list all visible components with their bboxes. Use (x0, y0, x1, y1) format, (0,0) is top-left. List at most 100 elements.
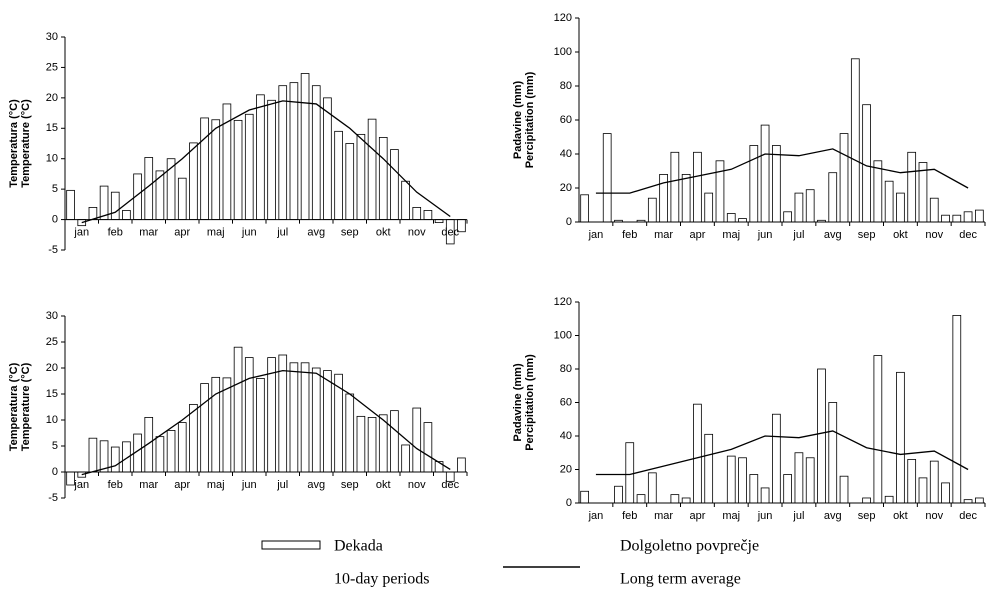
x-tick-label: dec (959, 229, 977, 241)
bar (345, 393, 355, 473)
bar (580, 194, 589, 223)
bar (726, 213, 736, 223)
y-tick-label: 80 (560, 80, 572, 92)
bar (457, 457, 466, 473)
y-axis-label: Temperatura (°C) (8, 99, 20, 188)
bar (289, 362, 299, 473)
bar (66, 189, 75, 220)
y-tick-label: 40 (560, 430, 572, 442)
bar (233, 346, 243, 473)
x-tick-label: jul (276, 479, 288, 491)
bar (975, 497, 984, 504)
bar (873, 160, 883, 223)
x-tick-label: maj (722, 229, 740, 241)
bar (211, 376, 221, 473)
y-tick-label: 0 (566, 497, 572, 509)
x-tick-label: jul (276, 226, 288, 238)
x-tick-label: sep (341, 479, 359, 491)
x-tick-label: apr (174, 479, 190, 491)
bar (828, 402, 838, 504)
bar (378, 414, 388, 473)
x-tick-label: okt (893, 229, 908, 241)
bar (896, 192, 905, 223)
bar (929, 460, 939, 504)
y-tick-label: 40 (560, 148, 572, 160)
bar (772, 413, 781, 504)
bar (975, 209, 984, 223)
bar (884, 180, 894, 223)
bar (300, 362, 310, 473)
y-tick-label: -5 (48, 492, 58, 504)
x-tick-label: sep (341, 226, 359, 238)
y-tick-label: 25 (46, 336, 58, 348)
bar (323, 97, 332, 220)
bar (749, 145, 759, 223)
y-tick-label: 5 (52, 183, 58, 195)
bar (907, 459, 917, 504)
x-tick-label: avg (307, 479, 325, 491)
y-axis-label: Percipitation (mm) (524, 71, 536, 168)
x-tick-label: maj (722, 510, 740, 522)
bar (760, 124, 770, 223)
bar (189, 142, 198, 220)
x-tick-label: mar (654, 510, 673, 522)
x-tick-label: jun (757, 229, 773, 241)
y-tick-label: 60 (560, 396, 572, 408)
bar (873, 355, 883, 504)
long-term-line (595, 148, 969, 194)
x-tick-label: dec (959, 510, 977, 522)
bar (839, 475, 849, 504)
bar (345, 143, 355, 220)
bar (378, 137, 388, 220)
x-tick-label: jun (241, 479, 257, 491)
bar (659, 173, 668, 223)
bar (412, 407, 422, 473)
y-axis-label: Padavine (mm) (512, 81, 524, 160)
y-tick-label: 100 (554, 46, 572, 58)
bar (300, 73, 310, 220)
bar (681, 173, 691, 223)
bar (828, 172, 838, 223)
bar (636, 494, 646, 504)
legend-line-label: Dolgoletno povprečje (620, 538, 759, 555)
bar (356, 133, 366, 220)
y-axis-label: Temperatura (°C) (8, 362, 20, 451)
bar (783, 211, 792, 223)
x-tick-label: okt (376, 226, 391, 238)
y-tick-label: 80 (560, 363, 572, 375)
bar (862, 104, 871, 223)
y-tick-label: 30 (46, 31, 58, 43)
bar (929, 197, 939, 223)
x-tick-label: dec (441, 479, 459, 491)
x-tick-label: apr (689, 229, 705, 241)
bar (423, 210, 433, 220)
bar (693, 151, 702, 223)
bar (805, 189, 815, 223)
bar (367, 416, 377, 473)
bar (738, 457, 747, 504)
x-tick-label: jun (241, 226, 257, 238)
bar (222, 377, 232, 473)
bar (647, 472, 657, 504)
bar (323, 370, 332, 473)
x-tick-label: mar (139, 479, 158, 491)
y-tick-label: 120 (554, 12, 572, 24)
bar (693, 403, 702, 504)
bar (963, 211, 973, 223)
bar (850, 58, 860, 223)
bar (278, 85, 288, 220)
bar (66, 471, 75, 486)
y-tick-label: 20 (560, 182, 572, 194)
y-tick-label: 0 (52, 466, 58, 478)
bar (625, 442, 635, 504)
x-tick-label: okt (893, 510, 908, 522)
bar (952, 214, 962, 223)
bar (334, 130, 343, 220)
bar (267, 99, 276, 220)
y-tick-label: 15 (46, 388, 58, 400)
bar (580, 490, 589, 504)
x-tick-label: nov (925, 510, 943, 522)
legend-bars-label: 10-day periods (334, 571, 430, 588)
bar (189, 403, 198, 473)
bar (681, 497, 691, 504)
